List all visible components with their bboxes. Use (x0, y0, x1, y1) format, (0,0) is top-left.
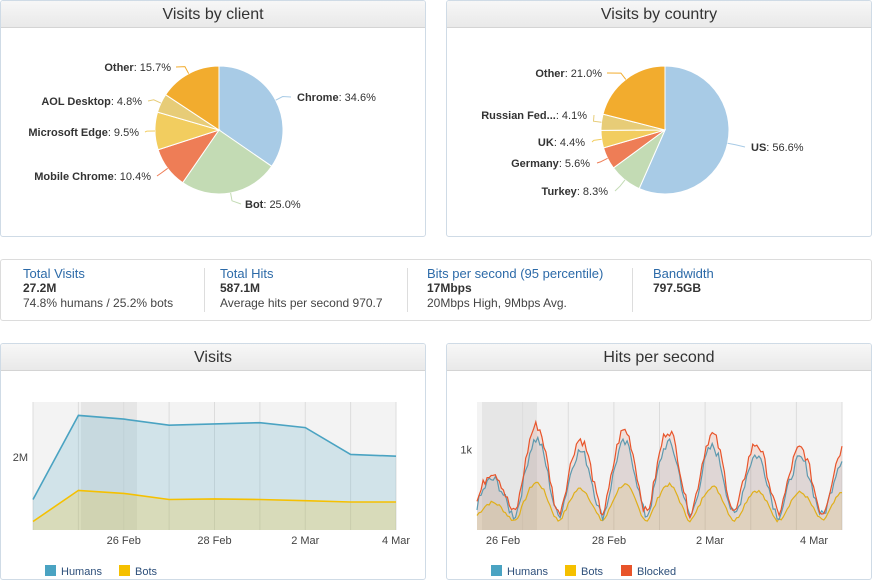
series-area-bots (33, 490, 396, 530)
client-slice-chrome[interactable] (218, 65, 284, 168)
client-connector-line (275, 95, 292, 101)
summary-stats-bar: Total Visits 27.2M 74.8% humans / 25.2% … (0, 259, 872, 321)
bits-per-second-stat: Bits per second (95 percentile) 17Mbps 2… (427, 266, 603, 311)
legend-item-humans[interactable]: Humans (507, 566, 548, 578)
x-axis-tick-label: 26 Feb (107, 535, 141, 547)
bandwidth-title[interactable]: Bandwidth (653, 266, 714, 281)
legend-swatch[interactable] (565, 565, 576, 576)
series-area-blocked (477, 421, 842, 530)
series-line-humans[interactable] (476, 435, 843, 521)
client-connector-line (144, 130, 156, 133)
country-connector-line (614, 179, 626, 192)
legend-swatch[interactable] (45, 565, 56, 576)
country-slice-label: UK: 4.4% (538, 137, 585, 149)
x-axis-tick-label: 4 Mar (800, 535, 828, 547)
y-axis-tick-label: 2M (13, 452, 28, 464)
client-connector-line (147, 99, 162, 104)
country-slice-label: Germany: 5.6% (511, 158, 590, 170)
country-slice-label: Other: 21.0% (535, 68, 602, 80)
series-line-bots[interactable] (476, 481, 842, 523)
client-slice-label: Other: 15.7% (104, 62, 171, 74)
visits-by-client-panel: Visits by client Chrome: 34.6% Bot: 25.0%… (0, 0, 426, 237)
legend-item-bots[interactable]: Bots (135, 566, 158, 578)
visits-by-country-title: Visits by country (447, 1, 871, 28)
total-hits-average: Average hits per second 970.7 (220, 296, 383, 310)
legend-item-blocked[interactable]: Blocked (637, 566, 676, 578)
legend-swatch[interactable] (119, 565, 130, 576)
stat-divider (204, 268, 205, 312)
client-connector-line (230, 192, 242, 205)
country-connector-line (592, 114, 602, 123)
total-visits-value: 27.2M (23, 281, 57, 295)
weekend-shading (81, 402, 137, 530)
series-line-humans[interactable] (32, 414, 397, 500)
country-connector-line (606, 72, 627, 80)
client-slice-label: Bot: 25.0% (245, 199, 301, 211)
bits-per-second-value: 17Mbps (427, 281, 472, 295)
visits-area-chart: 2M 26 Feb 28 Feb 2 Mar 4 Mar Humans Bots (13, 402, 410, 578)
country-connector-line (727, 142, 746, 148)
visits-title: Visits (1, 344, 425, 371)
client-connector-line (156, 167, 168, 177)
x-axis-tick-label: 28 Feb (197, 535, 231, 547)
hits-per-second-title: Hits per second (447, 344, 871, 371)
total-hits-title[interactable]: Total Hits (220, 266, 274, 281)
client-slice-label: AOL Desktop: 4.8% (41, 96, 142, 108)
legend-item-humans[interactable]: Humans (61, 566, 102, 578)
visits-by-client-pie-chart: Chrome: 34.6% Bot: 25.0% Mobile Chrome: 10… (28, 62, 376, 211)
visits-by-country-pie-chart: US: 56.6% Turkey: 8.3% Germany: 5.6% UK: 4.… (481, 65, 804, 198)
client-slice-label: Chrome: 34.6% (297, 92, 376, 104)
client-slice-label: Mobile Chrome: 10.4% (34, 171, 151, 183)
visits-by-country-panel: Visits by country US: 56.6% Turkey: 8.3% G… (446, 0, 872, 237)
hits-per-second-area-chart: 1k 26 Feb 28 Feb 2 Mar 4 Mar Humans Bots Blocke… (460, 402, 843, 578)
legend-item-bots[interactable]: Bots (581, 566, 604, 578)
stat-divider (632, 268, 633, 312)
country-connector-line (591, 138, 602, 143)
y-axis-tick-label: 1k (460, 444, 472, 456)
total-hits-value: 587.1M (220, 281, 261, 295)
legend-swatch[interactable] (491, 565, 502, 576)
visits-panel: Visits 2M 26 Feb 28 Feb 2 Mar 4 Mar Humans Bot… (0, 343, 426, 580)
client-connector-line (175, 66, 190, 74)
country-slice-us[interactable] (638, 65, 730, 195)
series-line-blocked[interactable] (476, 419, 843, 520)
series-area-bots (477, 482, 842, 530)
country-connector-line (596, 157, 608, 164)
stat-divider (407, 268, 408, 312)
country-slice-label: Turkey: 8.3% (542, 186, 609, 198)
country-slice-label: US: 56.6% (751, 142, 804, 154)
x-axis-tick-label: 28 Feb (592, 535, 626, 547)
client-slice-label: Microsoft Edge: 9.5% (28, 127, 139, 139)
bandwidth-value: 797.5GB (653, 281, 702, 295)
total-visits-breakdown: 74.8% humans / 25.2% bots (23, 296, 174, 310)
x-axis-tick-label: 4 Mar (382, 535, 410, 547)
bandwidth-stat: Bandwidth 797.5GB (653, 266, 714, 296)
total-hits-stat: Total Hits 587.1M Average hits per secon… (220, 266, 383, 311)
series-area-humans (477, 437, 842, 530)
total-visits-title[interactable]: Total Visits (23, 266, 85, 281)
visits-by-client-title: Visits by client (1, 1, 425, 28)
country-slice-other[interactable] (602, 65, 666, 131)
x-axis-tick-label: 2 Mar (696, 535, 724, 547)
bits-per-second-details: 20Mbps High, 9Mbps Avg. (427, 296, 567, 310)
total-visits-stat: Total Visits 27.2M 74.8% humans / 25.2% … (23, 266, 173, 311)
bits-per-second-title[interactable]: Bits per second (95 percentile) (427, 266, 604, 281)
x-axis-tick-label: 2 Mar (291, 535, 319, 547)
country-slice-label: Russian Fed...: 4.1% (481, 110, 587, 122)
series-line-bots[interactable] (32, 489, 396, 523)
hits-per-second-panel: Hits per second 1k 26 Feb 28 Feb 2 Mar 4 Mar… (446, 343, 872, 580)
client-slice-other[interactable] (164, 65, 220, 131)
x-axis-tick-label: 26 Feb (486, 535, 520, 547)
legend-swatch[interactable] (621, 565, 632, 576)
